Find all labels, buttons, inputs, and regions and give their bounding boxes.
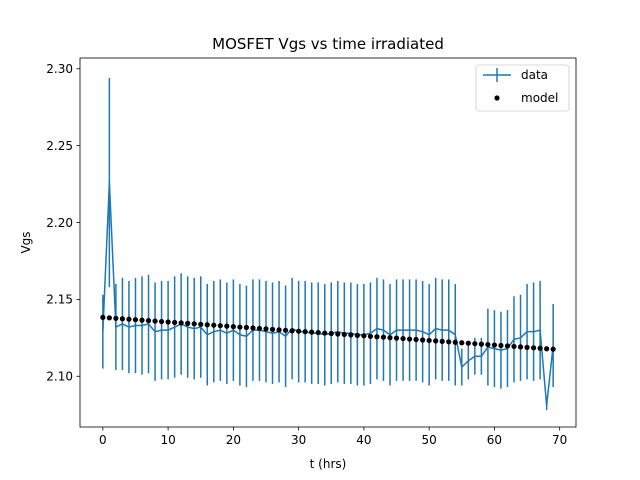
model-point xyxy=(198,321,204,327)
model-point xyxy=(237,324,243,330)
model-point xyxy=(393,335,400,341)
model-point xyxy=(504,343,511,349)
model-point xyxy=(178,320,184,326)
model-point xyxy=(289,328,295,334)
x-tick-label: 60 xyxy=(487,433,502,447)
model-point xyxy=(211,322,217,328)
model-point xyxy=(348,332,354,338)
x-tick-label: 20 xyxy=(226,433,241,447)
data-line xyxy=(102,181,554,407)
y-axis-ticks: 2.10 2.15 2.20 2.25 2.30 xyxy=(46,62,80,384)
series-model xyxy=(100,314,556,352)
model-point xyxy=(250,325,256,331)
model-point xyxy=(263,326,269,332)
model-point xyxy=(191,321,197,327)
y-tick-label: 2.15 xyxy=(46,293,73,307)
model-point xyxy=(230,324,236,330)
model-point xyxy=(465,340,471,346)
model-point xyxy=(243,324,250,331)
legend: data model xyxy=(475,64,570,112)
model-point xyxy=(158,318,165,325)
model-point xyxy=(550,346,556,352)
y-tick-label: 2.10 xyxy=(46,370,73,384)
model-point xyxy=(132,317,139,323)
x-tick-label: 40 xyxy=(356,433,371,447)
model-point xyxy=(282,327,289,333)
model-point xyxy=(224,323,230,329)
x-tick-label: 50 xyxy=(422,433,437,447)
y-tick-label: 2.20 xyxy=(46,216,73,230)
model-point xyxy=(387,335,393,341)
y-axis-label: Vgs xyxy=(19,231,33,253)
model-point xyxy=(113,315,119,321)
model-point xyxy=(165,319,171,325)
model-point xyxy=(302,329,308,335)
model-point xyxy=(354,332,360,338)
x-axis-ticks: 0 10 20 30 40 50 60 70 xyxy=(99,427,567,447)
model-point xyxy=(485,341,491,348)
model-point xyxy=(256,325,263,332)
model-point xyxy=(100,314,106,320)
model-point xyxy=(478,341,484,347)
model-point xyxy=(524,344,530,350)
model-point xyxy=(204,322,210,328)
model-point xyxy=(269,326,276,332)
model-point xyxy=(517,344,524,350)
model-point xyxy=(380,334,387,340)
model-point xyxy=(452,339,458,345)
legend-model-label: model xyxy=(521,91,558,105)
legend-model-marker xyxy=(494,95,500,101)
model-point xyxy=(367,333,374,339)
model-point xyxy=(315,329,321,336)
model-point xyxy=(139,317,145,323)
model-point xyxy=(446,339,452,345)
model-point xyxy=(296,328,302,334)
model-point xyxy=(172,319,178,326)
model-point xyxy=(119,316,126,322)
model-point xyxy=(152,318,158,324)
model-point xyxy=(341,331,347,338)
y-tick-label: 2.25 xyxy=(46,139,73,153)
chart-title: MOSFET Vgs vs time irradiated xyxy=(212,35,444,53)
model-point xyxy=(544,346,550,352)
y-tick-label: 2.30 xyxy=(46,62,73,76)
model-point xyxy=(309,329,315,335)
model-point xyxy=(335,331,341,337)
model-point xyxy=(498,342,504,349)
model-point xyxy=(322,330,328,336)
model-point xyxy=(426,337,432,344)
plot-area xyxy=(100,77,556,411)
model-point xyxy=(361,333,367,339)
model-point xyxy=(537,345,543,351)
model-point xyxy=(472,341,478,347)
model-point xyxy=(530,345,537,351)
model-point xyxy=(406,336,413,342)
model-point xyxy=(511,343,517,350)
series-data xyxy=(102,77,554,411)
model-point xyxy=(491,342,498,348)
model-point xyxy=(106,315,112,321)
model-point xyxy=(420,337,426,343)
model-point xyxy=(145,318,152,324)
x-tick-label: 10 xyxy=(160,433,175,447)
legend-box xyxy=(475,64,570,112)
legend-data-label: data xyxy=(521,68,548,82)
model-point xyxy=(328,330,334,337)
model-point xyxy=(185,320,191,326)
x-tick-label: 30 xyxy=(291,433,306,447)
model-point xyxy=(374,334,380,340)
model-point xyxy=(413,336,419,343)
x-tick-label: 70 xyxy=(552,433,567,447)
x-tick-label: 0 xyxy=(99,433,107,447)
model-point xyxy=(459,340,465,346)
model-point xyxy=(433,338,439,344)
axes-frame xyxy=(79,57,577,428)
model-point xyxy=(217,323,223,329)
x-axis-label: t (hrs) xyxy=(310,457,347,471)
model-point xyxy=(439,338,445,344)
model-point xyxy=(400,335,406,342)
model-point xyxy=(276,327,282,333)
model-point xyxy=(126,316,132,322)
